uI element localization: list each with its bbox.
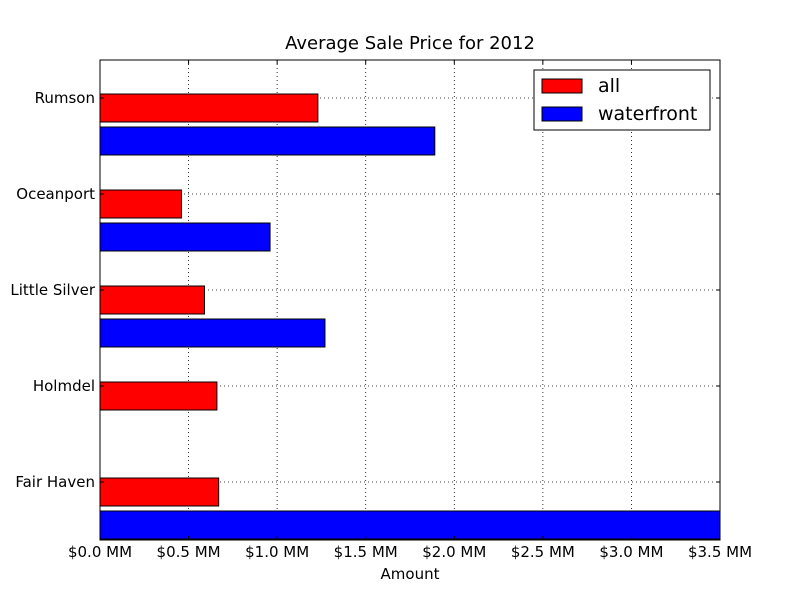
x-tick-label: $2.0 MM	[422, 543, 486, 561]
legend: all waterfront	[534, 70, 710, 130]
x-tick-label: $3.5 MM	[688, 543, 752, 561]
x-tick-label: $1.0 MM	[245, 543, 309, 561]
bar-waterfront	[100, 319, 325, 347]
y-tick-label: Rumson	[35, 89, 95, 107]
bar-all	[100, 382, 217, 410]
y-tick-label: Fair Haven	[15, 473, 95, 491]
x-tick-label: $2.5 MM	[511, 543, 575, 561]
y-tick-label: Holmdel	[33, 377, 95, 395]
x-axis-label: Amount	[381, 565, 440, 583]
bar-all	[100, 94, 318, 122]
bar-all	[100, 478, 219, 506]
x-tick-label: $0.0 MM	[68, 543, 132, 561]
bar-waterfront	[100, 511, 720, 539]
legend-swatch-all	[542, 79, 582, 93]
legend-label-waterfront: waterfront	[598, 103, 697, 125]
bar-all	[100, 190, 181, 218]
bar-all	[100, 286, 205, 314]
x-tick-labels: $0.0 MM $0.5 MM $1.0 MM $1.5 MM $2.0 MM $2.5 …	[68, 543, 752, 561]
bar-waterfront	[100, 127, 435, 155]
y-tick-label: Oceanport	[16, 185, 95, 203]
bar-waterfront	[100, 223, 270, 251]
bars	[100, 94, 720, 539]
legend-swatch-waterfront	[542, 107, 582, 121]
x-tick-label: $0.5 MM	[157, 543, 221, 561]
y-tick-labels: Rumson Oceanport Little Silver Holmdel Fair …	[10, 89, 95, 491]
y-tick-label: Little Silver	[10, 281, 95, 299]
x-tick-label: $1.5 MM	[334, 543, 398, 561]
x-tick-label: $3.0 MM	[599, 543, 663, 561]
legend-label-all: all	[598, 75, 620, 97]
chart-title: Average Sale Price for 2012	[285, 33, 535, 54]
